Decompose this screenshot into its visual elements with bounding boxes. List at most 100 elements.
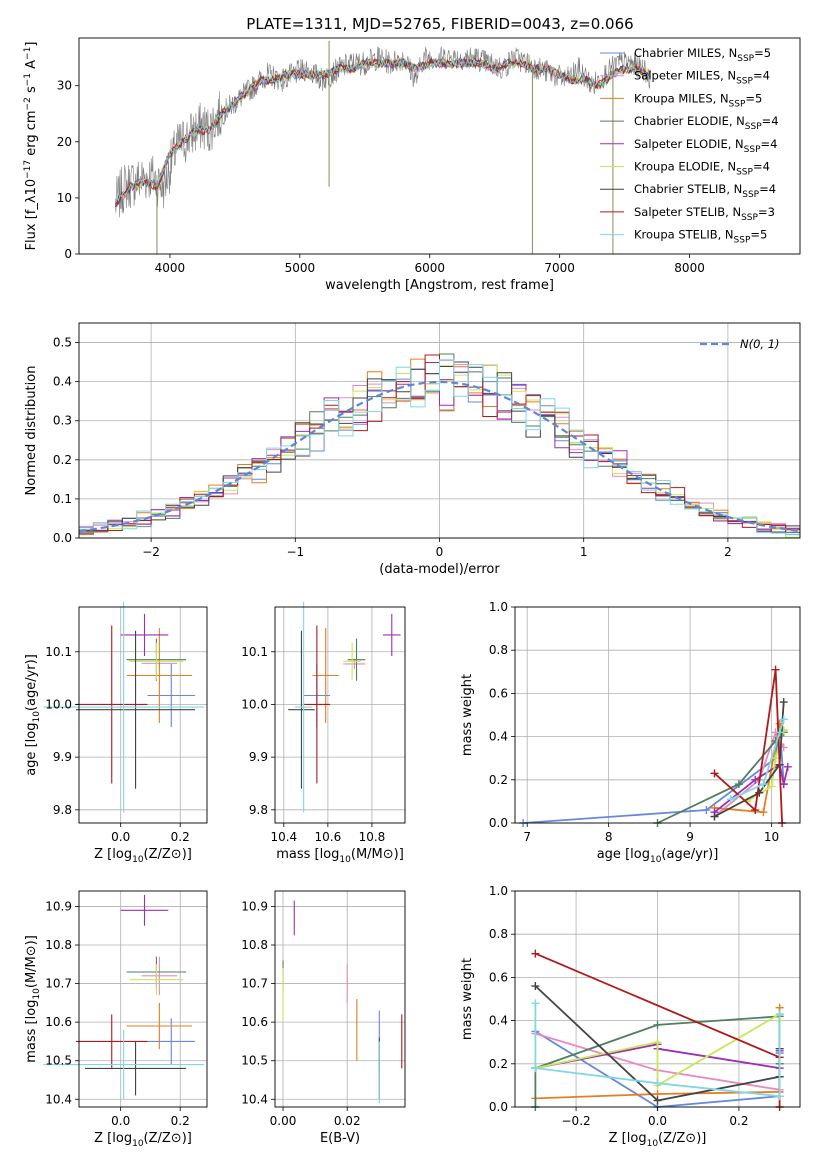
mass-weight-marker [775,728,784,737]
label-fragment: SSP [736,168,753,178]
mass-weight-marker [702,806,711,815]
x-tick-label: −1 [286,545,304,559]
y-tick-label: 1.0 [489,884,508,898]
y-tick-label: 0.2 [53,453,72,467]
observed-spectrum-line [115,46,651,218]
x-tick-label: 5000 [285,261,316,275]
y-tick-label: 0.4 [489,730,508,744]
y-tick-label: 10.1 [241,645,268,659]
y-tick-label: 0.2 [489,1057,508,1071]
y-tick-label: 10.6 [45,1015,72,1029]
x-tick-label: 0.2 [171,1114,190,1128]
mass-weight-marker [755,788,764,797]
label-fragment: (Z/Z⊙)] [144,847,192,862]
label-fragment: =4 [759,182,776,196]
y-axis-label: mass weight [460,674,475,756]
x-tick-label: 2 [724,545,732,559]
y-axis-label: mass weight [460,958,475,1040]
label-fragment: mass weight [460,674,475,756]
label-fragment: SSP [734,236,751,246]
label-fragment: ] [24,42,39,47]
mass-weight-marker [531,949,540,958]
label-fragment: mass weight [460,958,475,1040]
y-tick-label: 0.8 [489,927,508,941]
figure-title: PLATE=1311, MJD=52765, FIBERID=0043, z=0… [246,15,633,33]
label-fragment: Chabrier MILES, N [634,46,737,60]
x-axis-label: wavelength [Angstrom, rest frame] [325,278,554,293]
plot-area [531,949,784,1111]
mass-weight-marker [751,806,760,815]
label-fragment: =5 [745,91,762,105]
x-tick-label: 0.0 [648,1114,667,1128]
mass-weight-marker [734,780,743,789]
label-fragment: E(B-V) [320,1131,360,1146]
y-tick-label: 1.0 [489,600,508,614]
y-tick-label: 0.0 [489,1100,508,1114]
label-fragment: SSP [742,190,759,200]
plot-area [78,353,801,538]
x-tick-label: 0.2 [729,1114,748,1128]
normal-curve [78,380,801,533]
mass-weight-marker [779,715,788,724]
y-tick-label: 0 [64,247,72,261]
model-spectrum-line [115,57,651,208]
mass-weight-line [730,719,785,801]
plot-area [282,900,403,1104]
label-fragment: SSP [737,54,754,64]
y-tick-label: 0.2 [489,773,508,787]
legend-label: N(0, 1) [740,337,780,351]
y-tick-label: 0.5 [53,336,72,350]
x-tick-label: 0.2 [171,830,190,844]
x-tick-label: 10.8 [359,830,386,844]
label-fragment: log [630,847,650,862]
y-tick-label: 10.4 [241,1092,268,1106]
axes-frame [274,890,406,1108]
label-fragment: SSP [745,122,762,132]
label-fragment: 10 [339,855,351,865]
label-fragment: (data-model)/error [379,562,500,577]
y-tick-label: 0.1 [53,492,72,506]
label-fragment: Kroupa ELODIE, N [634,160,736,174]
mass-weight-marker [531,999,540,1008]
x-tick-label: 8 [605,830,613,844]
mass-weight-marker [751,775,760,784]
y-tick-label: 10.0 [241,697,268,711]
y-tick-label: 10.4 [45,1092,72,1106]
x-tick-label: 0.0 [111,1114,130,1128]
y-tick-label: 30 [57,79,72,93]
x-tick-label: 4000 [155,261,186,275]
plot-area [114,40,651,254]
x-tick-label: 1 [580,545,588,559]
panel-residuals: −2 −1 0 1 2 0.0 0.1 0.2 0.3 0.4 0.5 (data-model)/er… [24,322,801,577]
mass-weight-line [714,701,785,818]
label-fragment: 10 [32,711,42,723]
plot-area [519,665,792,827]
label-fragment: (M/M⊙)] [24,935,39,988]
label-fragment: log [24,1000,39,1020]
mass-weight-marker [779,698,788,707]
y-tick-label: 9.8 [53,803,72,817]
x-axis-label: Z [log10​(Z/Z⊙)] [94,847,192,865]
panel-mass-vs-ebv: 0.00 0.02 10.4 10.5 10.6 10.7 10.8 10.9 E(B-V) [241,890,406,1146]
x-tick-label: −0.2 [562,1114,591,1128]
legend-label: Kroupa STELIB, NSSP​=5 [634,228,767,246]
label-fragment: wavelength [Angstrom, rest frame] [325,278,554,293]
y-tick-label: 20 [57,135,72,149]
x-tick-label: 10 [764,830,779,844]
residual-histogram [79,359,800,536]
label-fragment: Chabrier ELODIE, N [634,114,745,128]
y-tick-label: 9.9 [53,750,72,764]
mass-weight-marker [653,1096,662,1105]
label-fragment: age [ [597,847,630,862]
y-tick-label: 0.0 [489,816,508,830]
plot-area [288,601,401,813]
plot-area [43,601,205,813]
mass-weight-marker [775,1010,784,1019]
label-fragment: Z [ [94,847,112,862]
mass-weight-marker [531,1064,540,1073]
x-axis-label: E(B-V) [320,1131,360,1146]
label-fragment: =5 [754,46,771,60]
x-tick-label: 7000 [544,261,575,275]
y-tick-label: 10.8 [241,938,268,952]
